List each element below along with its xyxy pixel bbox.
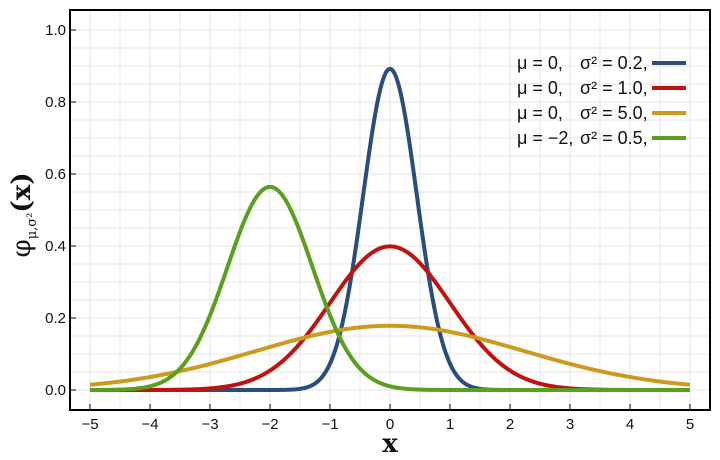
- x-tick-label: 5: [686, 416, 694, 433]
- legend-variance-label: σ² = 0.2,: [580, 53, 648, 73]
- x-tick-label: 4: [626, 416, 634, 433]
- y-tick-label: 0.8: [45, 94, 66, 111]
- x-tick-label: −2: [261, 416, 278, 433]
- legend-mu-label: μ = 0,: [517, 103, 563, 123]
- legend-mu-label: μ = 0,: [517, 53, 563, 73]
- y-tick-label: 0.4: [45, 238, 66, 255]
- y-axis-title-symbol: φ: [7, 239, 37, 257]
- x-tick-label: −3: [201, 416, 218, 433]
- x-axis-ticks: −5 −4 −3 −2 −1 0 1 2 3 4 5: [81, 404, 694, 433]
- x-tick-label: 3: [566, 416, 574, 433]
- legend-mu-label: μ = 0,: [517, 78, 563, 98]
- x-tick-label: −4: [141, 416, 158, 433]
- legend-variance-label: σ² = 1.0,: [580, 78, 648, 98]
- y-axis-title: φμ,σ²(x): [7, 173, 40, 258]
- y-axis-title-suffix: (x): [7, 173, 37, 213]
- y-tick-label: 0.6: [45, 166, 66, 183]
- y-tick-label: 1.0: [45, 22, 66, 39]
- y-tick-label: 0.2: [45, 310, 66, 327]
- y-axis-title-subscript: μ,σ²: [25, 213, 40, 240]
- y-tick-label: 0.0: [45, 382, 66, 399]
- x-tick-label: 0: [386, 416, 394, 433]
- series-line-3: [89, 323, 691, 387]
- x-tick-label: −5: [81, 416, 98, 433]
- x-axis-title: x: [382, 429, 398, 459]
- x-tick-label: 2: [506, 416, 514, 433]
- y-axis-title-text: φμ,σ²(x): [7, 173, 40, 258]
- x-tick-label: −1: [321, 416, 338, 433]
- legend-variance-label: σ² = 0.5,: [580, 128, 648, 148]
- legend: μ = 0, σ² = 0.2, μ = 0, σ² = 1.0, μ = 0, σ² =…: [517, 53, 686, 148]
- series-line-4: [89, 184, 691, 392]
- series-curves: [89, 66, 691, 392]
- y-axis-ticks: 0.0 0.2 0.4 0.6 0.8 1.0: [45, 22, 76, 399]
- legend-mu-label: μ = −2,: [517, 128, 573, 148]
- legend-variance-label: σ² = 5.0,: [580, 103, 648, 123]
- x-tick-label: 1: [446, 416, 454, 433]
